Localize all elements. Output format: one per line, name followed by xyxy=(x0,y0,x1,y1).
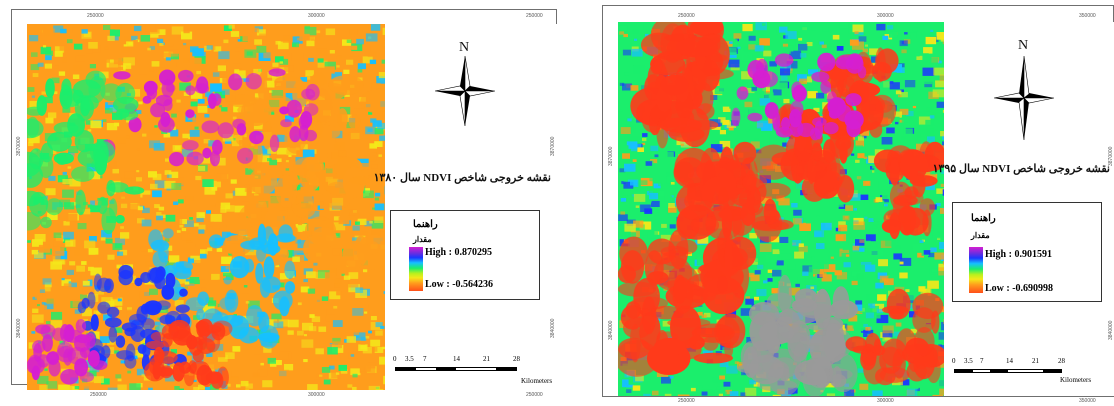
scale-number-3: 14 xyxy=(453,355,460,363)
scale-number-4: 21 xyxy=(1032,357,1039,365)
map-sidebar-1395: N نقشه خروجی شاخص NDVI سال ۱۳۹۵ راهنما م… xyxy=(933,22,1114,396)
ndvi-raster-1395 xyxy=(618,22,944,396)
north-arrow-icon xyxy=(435,56,495,126)
legend-low-label: Low : -0.564236 xyxy=(425,279,494,290)
map-sidebar-1380: N نقشه خروجی شاخص NDVI سال ۱۳۸۰ راهنما م… xyxy=(374,24,557,390)
x-tick-top: 250000 xyxy=(526,13,543,19)
legend-low-label: Low : -0.690998 xyxy=(985,283,1054,294)
map-title: نقشه خروجی شاخص NDVI سال ۱۳۸۰ xyxy=(373,172,551,184)
scale-number-3: 14 xyxy=(1006,357,1013,365)
map-frame-1380: N نقشه خروجی شاخص NDVI سال ۱۳۸۰ راهنما م… xyxy=(11,9,557,398)
x-tick-bottom: 250000 xyxy=(526,392,543,398)
scale-number-2: 7 xyxy=(980,357,984,365)
legend-subtitle: مقدار xyxy=(413,235,432,244)
scale-bar xyxy=(954,369,1062,373)
x-tick-bottom: 300000 xyxy=(308,392,325,398)
x-tick-top: 300000 xyxy=(877,13,894,19)
legend-box: راهنما مقدار High : 0.901591 Low : -0.69… xyxy=(952,202,1102,302)
x-tick-top: 350000 xyxy=(1079,13,1096,19)
scale-number-0: 0 xyxy=(952,357,956,365)
y-tick-left: 3840000 xyxy=(608,320,614,340)
x-tick-top: 250000 xyxy=(678,13,695,19)
scale-unit: Kilometers xyxy=(1060,376,1092,384)
legend-high-label: High : 0.901591 xyxy=(985,249,1052,260)
x-tick-bottom: 350000 xyxy=(1079,398,1096,404)
ndvi-raster-1380 xyxy=(27,24,385,390)
scale-bar xyxy=(395,367,517,371)
legend-box: راهنما مقدار High : 0.870295 Low : -0.56… xyxy=(390,210,540,300)
y-tick-right: 3870000 xyxy=(1108,146,1114,166)
y-tick-right: 3840000 xyxy=(1108,320,1114,340)
x-tick-bottom: 250000 xyxy=(90,392,107,398)
scale-number-2: 7 xyxy=(423,355,427,363)
map-frame-1395: N نقشه خروجی شاخص NDVI سال ۱۳۹۵ راهنما م… xyxy=(602,5,1114,404)
map-panel-1395: N نقشه خروجی شاخص NDVI سال ۱۳۹۵ راهنما م… xyxy=(557,0,1114,406)
y-tick-left: 3870000 xyxy=(608,146,614,166)
scale-number-4: 21 xyxy=(483,355,490,363)
map-panel-1380: N نقشه خروجی شاخص NDVI سال ۱۳۸۰ راهنما م… xyxy=(11,9,557,398)
scale-number-5: 28 xyxy=(513,355,520,363)
scale-number-1: 3.5 xyxy=(405,355,414,363)
x-tick-bottom: 300000 xyxy=(877,398,894,404)
legend-color-ramp xyxy=(969,247,983,293)
y-tick-right: 3840000 xyxy=(550,318,556,338)
legend-high-label: High : 0.870295 xyxy=(425,247,492,258)
x-tick-bottom: 250000 xyxy=(678,398,695,404)
legend-subtitle: مقدار xyxy=(971,231,990,240)
y-tick-left: 3840000 xyxy=(16,318,22,338)
scale-number-1: 3.5 xyxy=(964,357,973,365)
scale-unit: Kilometers xyxy=(521,377,553,385)
x-tick-top: 300000 xyxy=(308,13,325,19)
scale-number-5: 28 xyxy=(1058,357,1065,365)
y-tick-left: 3870000 xyxy=(16,136,22,156)
legend-color-ramp xyxy=(409,247,423,291)
map-title: نقشه خروجی شاخص NDVI سال ۱۳۹۵ xyxy=(932,163,1110,175)
north-label: N xyxy=(459,40,470,55)
x-tick-top: 250000 xyxy=(87,13,104,19)
scale-number-0: 0 xyxy=(393,355,397,363)
y-tick-right: 3870000 xyxy=(550,136,556,156)
legend-title: راهنما xyxy=(971,213,996,224)
north-arrow-icon xyxy=(994,56,1054,140)
north-label: N xyxy=(1018,38,1029,53)
legend-title: راهنما xyxy=(413,219,438,230)
